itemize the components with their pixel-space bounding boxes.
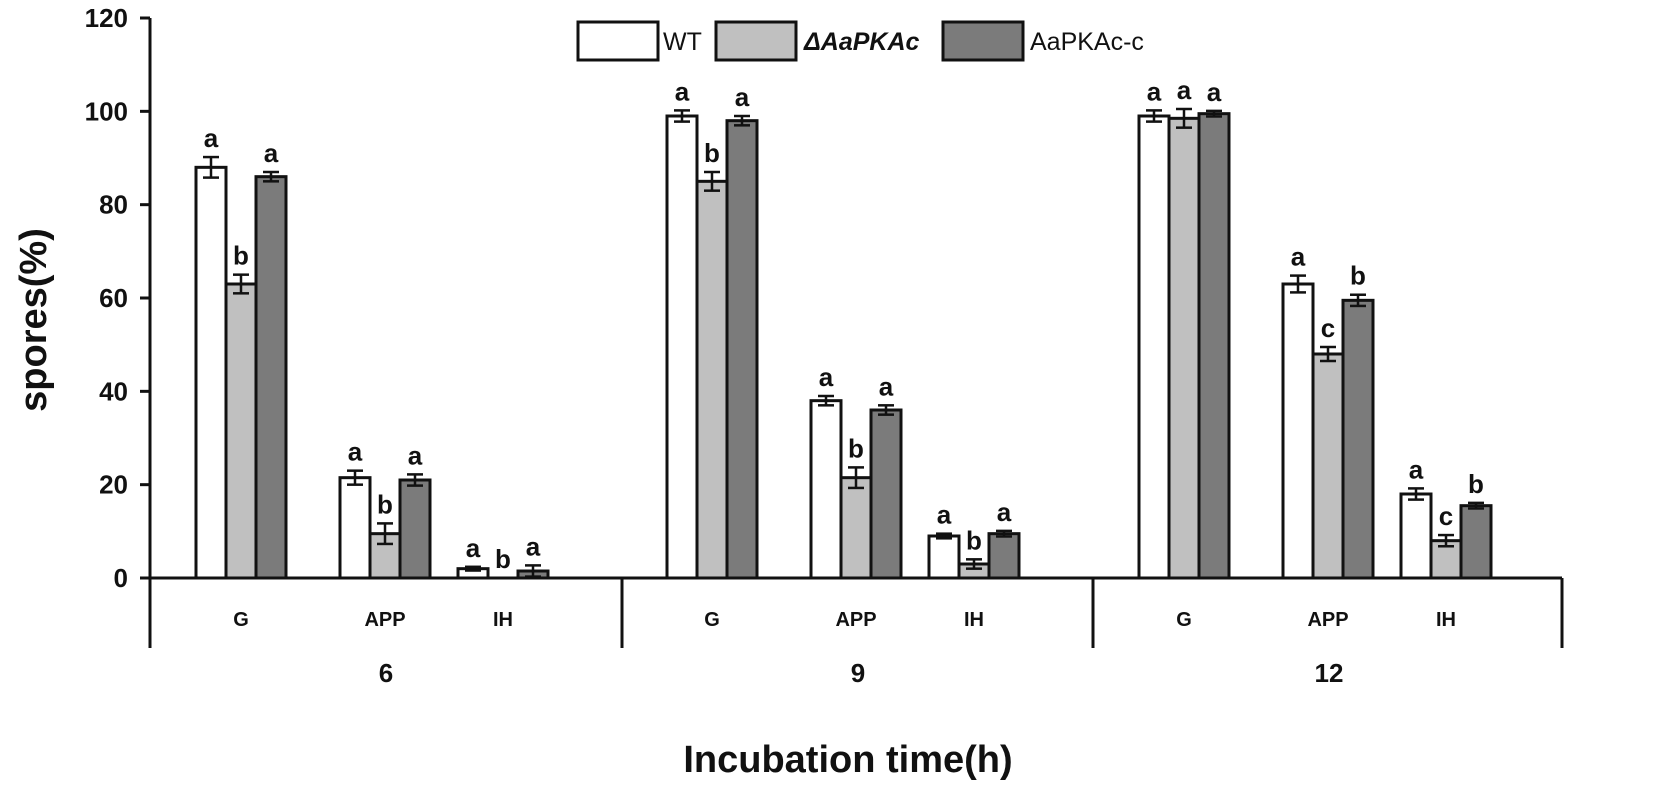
bar <box>927 534 961 580</box>
bar <box>869 408 903 580</box>
significance-label: a <box>1207 77 1222 107</box>
y-tick-label: 60 <box>99 283 128 313</box>
significance-label: a <box>1147 76 1162 106</box>
bar <box>338 476 372 580</box>
group-label: 6 <box>379 658 393 688</box>
group-label: 12 <box>1315 658 1344 688</box>
category-label: G <box>704 609 720 631</box>
bar <box>1137 114 1171 580</box>
bar <box>839 476 873 580</box>
y-tick-label: 80 <box>99 190 128 220</box>
significance-label: a <box>879 371 894 401</box>
significance-label: b <box>848 433 864 463</box>
bar <box>398 478 432 580</box>
legend-swatch <box>576 20 660 62</box>
y-tick-label: 0 <box>114 563 128 593</box>
significance-label: a <box>1177 75 1192 105</box>
y-tick-label: 120 <box>85 3 128 33</box>
category-label: G <box>1176 609 1192 631</box>
significance-label: b <box>1350 261 1366 291</box>
legend: WT ΔAaPKAc AaPKAc-c <box>576 20 1144 62</box>
y-tick-label: 100 <box>85 96 128 126</box>
category-label: IH <box>1436 609 1456 631</box>
significance-label: a <box>937 500 952 530</box>
category-label: IH <box>493 609 513 631</box>
bar <box>695 179 729 580</box>
legend-label: WT <box>663 28 702 56</box>
bar <box>254 175 288 580</box>
bar <box>725 119 759 580</box>
bar <box>1341 298 1375 580</box>
category-label: APP <box>1307 609 1348 631</box>
category-label: APP <box>835 609 876 631</box>
significance-label: a <box>466 533 481 563</box>
bars-layer <box>194 107 1493 580</box>
significance-label: a <box>348 437 363 467</box>
y-tick-label: 40 <box>99 376 128 406</box>
significance-label: a <box>1291 242 1306 272</box>
significance-label: a <box>819 362 834 392</box>
significance-label: a <box>675 76 690 106</box>
legend-swatch <box>714 20 798 62</box>
significance-label: a <box>408 440 423 470</box>
significance-label: a <box>264 138 279 168</box>
bar <box>194 165 228 580</box>
x-axis-title: Incubation time(h) <box>683 739 1012 781</box>
significance-label: b <box>704 138 720 168</box>
significance-label: a <box>526 531 541 561</box>
category-label: IH <box>964 609 984 631</box>
bar <box>987 532 1021 580</box>
significance-label: b <box>495 544 511 574</box>
y-axis-title: spores(%) <box>13 228 55 412</box>
bar <box>809 399 843 580</box>
significance-label: c <box>1439 501 1453 531</box>
significance-label: a <box>1409 454 1424 484</box>
legend-label: AaPKAc-c <box>1030 28 1144 56</box>
legend-label: ΔAaPKAc <box>803 28 920 56</box>
bar <box>1399 492 1433 580</box>
y-tick-label: 20 <box>99 470 128 500</box>
significance-label: a <box>735 82 750 112</box>
legend-swatch <box>941 20 1025 62</box>
significance-label: a <box>204 123 219 153</box>
significance-label: b <box>966 525 982 555</box>
bar <box>1197 112 1231 580</box>
bar <box>1167 116 1201 580</box>
bar <box>665 114 699 580</box>
significance-label: c <box>1321 313 1335 343</box>
significance-label: b <box>1468 469 1484 499</box>
significance-label: a <box>997 497 1012 527</box>
bar <box>1281 282 1315 580</box>
bar <box>1311 352 1345 580</box>
bar <box>1459 504 1493 580</box>
category-label: G <box>233 609 249 631</box>
group-label: 9 <box>851 658 865 688</box>
category-label: APP <box>364 609 405 631</box>
bar <box>224 282 258 580</box>
significance-label: b <box>377 489 393 519</box>
significance-label: b <box>233 241 249 271</box>
